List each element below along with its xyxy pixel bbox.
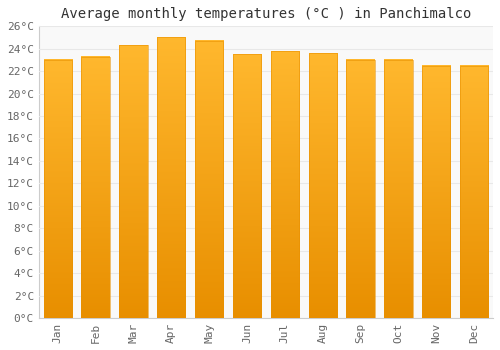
Bar [460, 65, 488, 318]
Bar [119, 46, 148, 318]
Bar [119, 46, 148, 318]
Bar [44, 60, 72, 318]
Bar [384, 60, 412, 318]
Bar [384, 60, 412, 318]
Bar [308, 53, 337, 318]
Bar [157, 37, 186, 318]
Bar [233, 54, 261, 318]
Bar [270, 51, 299, 318]
Bar [270, 51, 299, 318]
Bar [82, 57, 110, 318]
Bar [422, 65, 450, 318]
Bar [346, 60, 375, 318]
Bar [157, 37, 186, 318]
Bar [460, 65, 488, 318]
Bar [195, 41, 224, 318]
Bar [195, 41, 224, 318]
Title: Average monthly temperatures (°C ) in Panchimalco: Average monthly temperatures (°C ) in Pa… [60, 7, 471, 21]
Bar [82, 57, 110, 318]
Bar [233, 54, 261, 318]
Bar [422, 65, 450, 318]
Bar [346, 60, 375, 318]
Bar [308, 53, 337, 318]
Bar [44, 60, 72, 318]
